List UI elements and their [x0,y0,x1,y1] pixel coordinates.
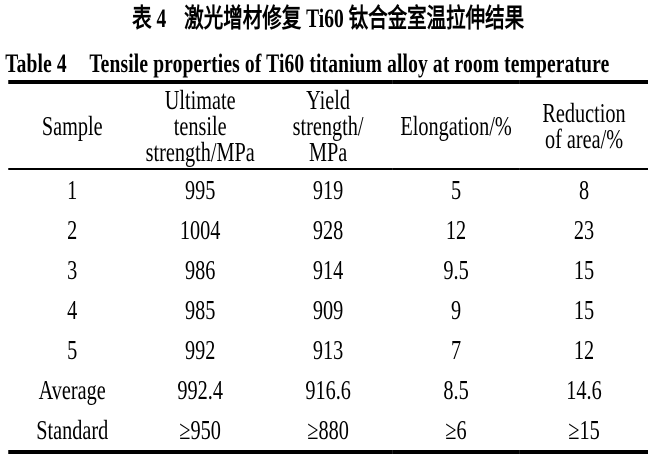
header-line: strength/ [292,111,364,141]
table-cell: ≥6 [445,415,467,445]
header-line: tensile [173,111,227,141]
table-row: 4 985 909 9 15 [8,290,648,330]
header-line: of area/% [544,124,624,154]
table-cell: 8.5 [443,375,469,405]
row-label: 1 [67,175,78,205]
row-label: 5 [67,335,78,365]
table-row: 3 986 914 9.5 15 [8,250,648,290]
table-cell: 985 [184,295,216,325]
table-cell: ≥950 [179,415,221,445]
table-cell: 9.5 [443,255,469,285]
header-line: Ultimate [164,85,236,115]
table-caption-en: Tensile properties of Ti60 titanium allo… [89,49,610,78]
table-caption-zh: 激光增材修复 Ti60 钛合金室温拉伸结果 [184,4,525,33]
table-row: Average 992.4 916.6 8.5 14.6 [8,370,648,410]
tensile-properties-table: Sample Ultimate tensile strength/MPa Yie… [8,80,648,454]
table-cell: 8 [578,175,590,205]
row-label: Standard [36,415,109,445]
col-header-ultimate-tensile-strength: Ultimate tensile strength/MPa [136,82,264,169]
table-cell: 5 [450,175,462,205]
col-header-elongation: Elongation/% [392,82,520,169]
header-row: Sample Ultimate tensile strength/MPa Yie… [8,82,648,169]
paper-table-region: 表 4 激光增材修复 Ti60 钛合金室温拉伸结果 Table 4 Tensile … [0,5,656,454]
table-cell: 14.6 [566,375,602,405]
table-cell: 919 [312,175,344,205]
col-header-sample: Sample [8,82,136,169]
table-cell: 12 [573,335,595,365]
col-header-reduction-of-area: Reduction of area/% [520,82,648,169]
header-line: Sample [41,111,103,141]
table-cell: 15 [573,295,595,325]
table-header: Sample Ultimate tensile strength/MPa Yie… [8,82,648,169]
table-cell: ≥880 [307,415,349,445]
table-cell: 995 [184,175,216,205]
table-number-zh: 表 4 [132,4,167,33]
header-line: Yield [306,85,351,115]
table-row: 1 995 919 5 8 [8,169,648,210]
table-title-en: Table 4 Tensile properties of Ti60 titani… [5,47,656,80]
header-line: strength/MPa [145,137,255,167]
table-row: 2 1004 928 12 23 [8,210,648,250]
row-label: 4 [67,295,78,325]
row-label: 3 [67,255,78,285]
table-cell: 15 [573,255,595,285]
table-title-zh: 表 4 激光增材修复 Ti60 钛合金室温拉伸结果 [0,5,656,33]
table-cell: 23 [573,215,595,245]
table-cell: 992 [184,335,216,365]
header-line: MPa [308,137,348,167]
table-cell: 914 [312,255,344,285]
header-line: Reduction [542,98,626,128]
table-cell: 1004 [179,215,221,245]
header-line: Elongation/% [400,111,512,141]
table-cell: 12 [445,215,467,245]
table-body: 1 995 919 5 8 2 1004 928 12 23 3 986 914… [8,169,648,452]
row-label: Average [38,375,106,405]
table-cell: ≥15 [568,415,600,445]
table-cell: 916.6 [305,375,351,405]
table-row: 5 992 913 7 12 [8,330,648,370]
table-cell: 909 [312,295,344,325]
table-row: Standard ≥950 ≥880 ≥6 ≥15 [8,410,648,452]
table-number-en: Table 4 [5,49,67,78]
table-cell: 928 [312,215,344,245]
table-cell: 913 [312,335,344,365]
table-cell: 992.4 [177,375,223,405]
table-cell: 986 [184,255,216,285]
row-label: 2 [67,215,78,245]
table-cell: 7 [450,335,462,365]
table-cell: 9 [450,295,462,325]
col-header-yield-strength: Yield strength/ MPa [264,82,392,169]
